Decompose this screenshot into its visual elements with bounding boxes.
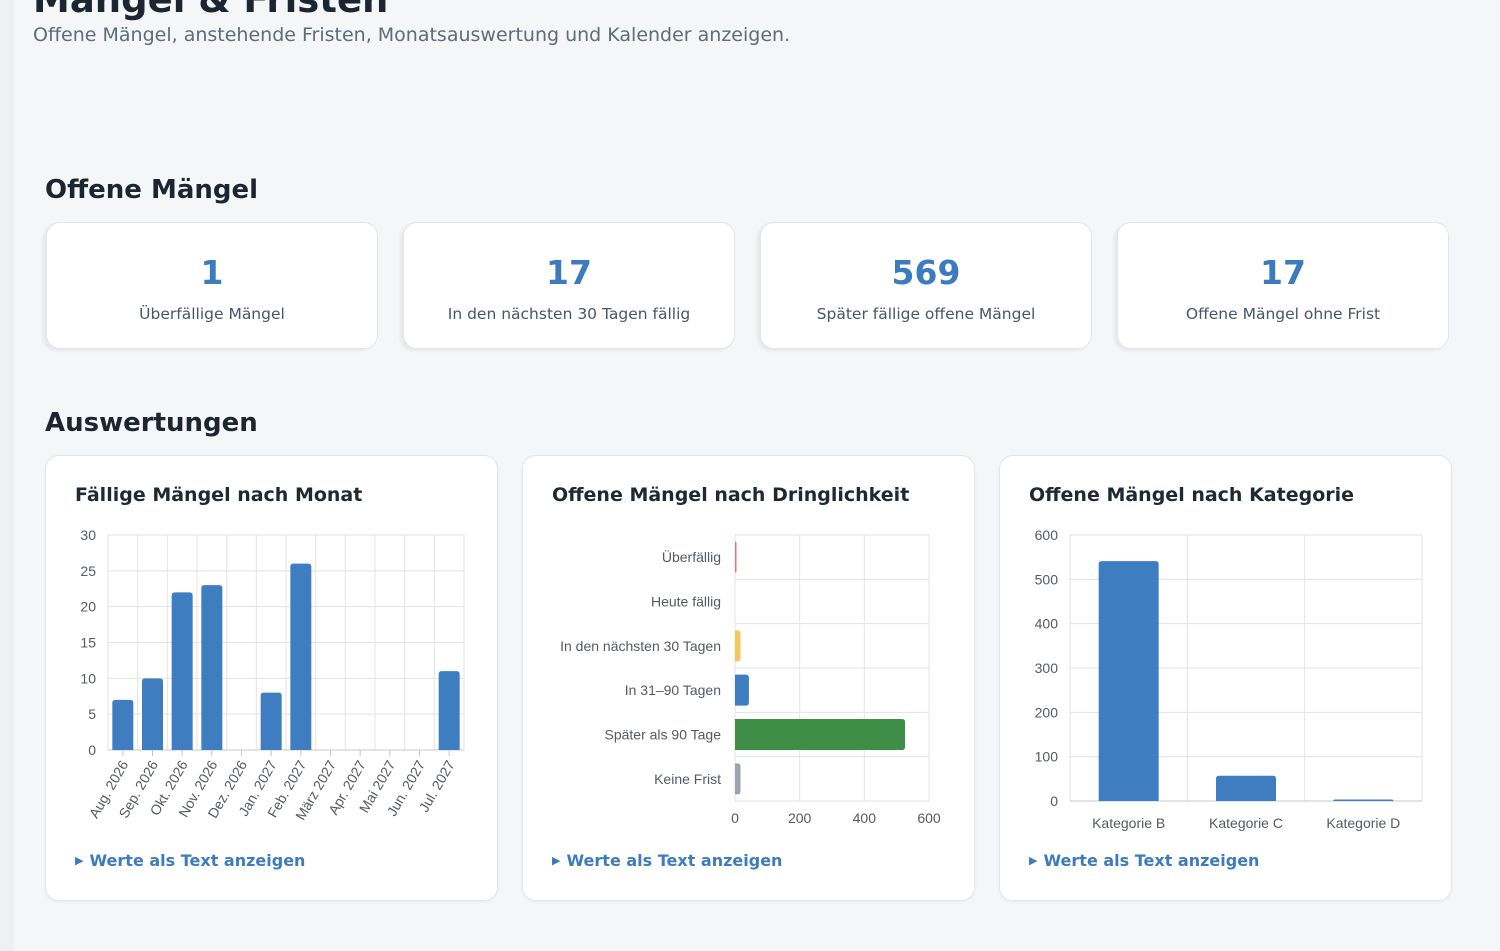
bar [171, 592, 193, 750]
stat-value: 17 [1260, 253, 1306, 292]
bar [290, 563, 312, 750]
triangle-right-icon: ▶ [75, 854, 84, 867]
y-tick-label: 200 [1035, 704, 1059, 720]
y-tick-label: 25 [80, 563, 96, 579]
y-tick-label: 0 [88, 742, 96, 758]
page-subtitle: Offene Mängel, anstehende Fristen, Monat… [33, 24, 791, 46]
bar [438, 671, 460, 750]
x-tick-label: 200 [788, 810, 812, 826]
y-tick-label: 5 [88, 706, 96, 722]
stat-label: Später fällige offene Mängel [816, 305, 1036, 323]
bar [735, 630, 741, 662]
y-tick-label: 30 [80, 527, 96, 543]
bar [1098, 561, 1159, 801]
page-title: Mängel & Fristen [33, 0, 388, 21]
chart-card-by-month: Fällige Mängel nach Monat 0 5 10 15 20 25 30 Au… [45, 455, 498, 901]
stat-label: In den nächsten 30 Tagen fällig [447, 305, 691, 323]
chart-title: Offene Mängel nach Kategorie [1029, 484, 1355, 506]
y-tick-label: 300 [1035, 660, 1059, 676]
stat-label: Überfällige Mängel [139, 305, 285, 323]
x-tick-label: Kategorie C [1209, 815, 1283, 831]
stat-card-due-later: 569 Später fällige offene Mängel [760, 222, 1092, 349]
stat-label: Offene Mängel ohne Frist [1185, 305, 1381, 323]
x-tick-label: 0 [731, 810, 739, 826]
y-tick-label: 10 [80, 670, 96, 686]
section-title-open-defects: Offene Mängel [45, 175, 259, 205]
chart-category: 0 100 200 300 400 500 600 Kategorie B Kategorie … [1035, 527, 1423, 831]
bar [1333, 799, 1394, 801]
triangle-right-icon: ▶ [1029, 854, 1038, 867]
stat-card-no-deadline: 17 Offene Mängel ohne Frist [1117, 222, 1449, 349]
show-values-as-text-toggle[interactable]: ▶ Werte als Text anzeigen [75, 851, 305, 870]
y-tick-label: 15 [80, 635, 96, 651]
section-title-evaluations: Auswertungen [45, 408, 258, 438]
y-tick-label: 600 [1035, 527, 1059, 543]
y-tick-label: 0 [1050, 793, 1058, 809]
stat-card-due-30-days: 17 In den nächsten 30 Tagen fällig [403, 222, 735, 349]
stat-value: 569 [891, 253, 961, 292]
y-tick-label: In den nächsten 30 Tagen [560, 638, 721, 654]
bar [142, 678, 163, 750]
y-tick-label: 400 [1035, 616, 1059, 632]
x-tick-label: Kategorie B [1092, 815, 1165, 831]
chart-card-by-category: Offene Mängel nach Kategorie 0 100 200 300 4… [999, 455, 1452, 901]
y-tick-label: In 31–90 Tagen [625, 682, 721, 698]
y-tick-label: Überfällig [662, 548, 721, 565]
x-tick-label: 600 [917, 810, 941, 826]
bar [735, 674, 749, 706]
stat-value: 1 [200, 253, 224, 292]
chart-urgency: 0 200 400 600 Überfällig Heute fällig In den n… [560, 534, 941, 826]
toggle-label: Werte als Text anzeigen [1043, 851, 1260, 870]
y-tick-label: 100 [1035, 749, 1059, 765]
y-tick-label: Keine Frist [654, 771, 721, 787]
chart-card-by-urgency: Offene Mängel nach Dringlichkeit 0 200 400… [522, 455, 975, 901]
y-tick-label: 500 [1035, 571, 1059, 587]
y-tick-label: Heute fällig [651, 594, 721, 610]
stat-value: 17 [546, 253, 592, 292]
bar [735, 763, 741, 795]
show-values-as-text-toggle[interactable]: ▶ Werte als Text anzeigen [552, 851, 782, 870]
stat-card-overdue: 1 Überfällige Mängel [46, 222, 378, 349]
bar [735, 719, 906, 750]
y-tick-label: 20 [80, 599, 96, 615]
bar [260, 692, 282, 750]
bar [735, 541, 737, 573]
bar [201, 585, 223, 750]
y-tick-label: Später als 90 Tage [605, 727, 722, 743]
triangle-right-icon: ▶ [552, 854, 561, 867]
toggle-label: Werte als Text anzeigen [566, 851, 783, 870]
chart-title: Fällige Mängel nach Monat [75, 484, 363, 506]
bar [1216, 775, 1276, 801]
toggle-label: Werte als Text anzeigen [89, 851, 306, 870]
bar [112, 699, 134, 750]
left-sidebar-strip [0, 0, 14, 951]
x-tick-label: 400 [853, 810, 877, 826]
x-tick-label: Kategorie D [1326, 815, 1400, 831]
show-values-as-text-toggle[interactable]: ▶ Werte als Text anzeigen [1029, 851, 1259, 870]
chart-title: Offene Mängel nach Dringlichkeit [552, 484, 910, 506]
